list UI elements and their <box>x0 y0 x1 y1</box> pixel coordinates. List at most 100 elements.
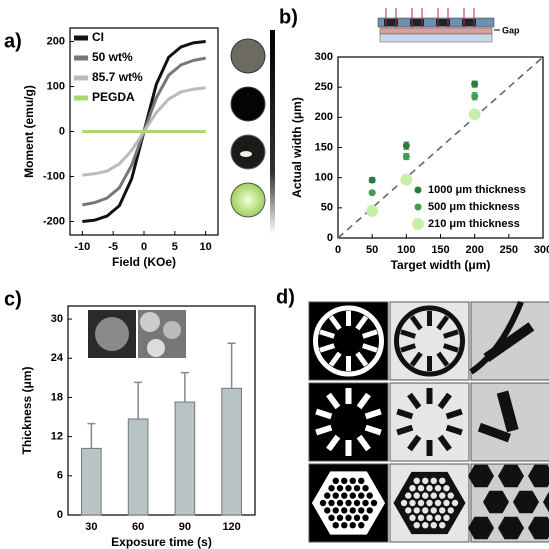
y-axis-label: Moment (emu/g) <box>22 85 36 178</box>
hole <box>353 499 361 507</box>
hole <box>366 507 373 514</box>
hole <box>409 514 416 521</box>
hole <box>353 485 361 492</box>
point <box>368 176 376 184</box>
ring <box>394 305 465 377</box>
point <box>471 92 479 100</box>
hexagon <box>498 464 524 488</box>
hole <box>413 477 420 484</box>
hole <box>336 499 344 507</box>
bar-shape <box>396 424 414 436</box>
y-tick-label: 300 <box>315 51 333 63</box>
spoke <box>442 343 459 353</box>
point <box>468 108 481 121</box>
x-axis-label: Field (KOe) <box>112 255 176 269</box>
x-tick-label: 100 <box>397 244 415 256</box>
x-tick-label: 10 <box>200 241 212 253</box>
bar-shape <box>364 424 382 436</box>
bar-shape <box>445 408 463 420</box>
hexagon <box>468 516 494 540</box>
bar-shape <box>496 390 519 433</box>
bar-shape <box>407 392 422 410</box>
bar <box>221 387 242 516</box>
bar-shape <box>364 408 382 420</box>
bar-shape <box>396 408 414 420</box>
spoke <box>409 315 423 331</box>
bar-shape <box>315 408 333 420</box>
hole <box>345 499 352 507</box>
hole <box>336 514 344 521</box>
bar-shape <box>437 392 452 410</box>
point <box>400 173 413 186</box>
identity-line <box>337 56 544 239</box>
legend-marker <box>414 186 422 194</box>
x-tick-label: 250 <box>500 244 518 256</box>
hole <box>409 485 416 492</box>
x-tick-label: 200 <box>465 244 483 256</box>
hole <box>422 492 429 499</box>
spoke <box>361 329 378 339</box>
spoke <box>483 322 535 363</box>
legend-label: 1000 μm thickness <box>428 184 526 196</box>
x-tick-label: 30 <box>85 521 97 533</box>
y-tick-label: 200 <box>315 111 333 123</box>
legend-label: PEGDA <box>92 90 135 104</box>
point <box>402 153 410 161</box>
legend-label: 85.7 wt% <box>92 70 143 84</box>
hole <box>434 514 442 521</box>
photo <box>230 182 266 218</box>
hole <box>422 507 429 514</box>
sem-image <box>95 317 129 351</box>
hole <box>426 499 433 507</box>
hole <box>332 492 339 499</box>
hole <box>332 522 339 529</box>
photo <box>230 38 266 74</box>
hole <box>434 485 442 492</box>
sem-image <box>163 321 181 339</box>
bar-shape <box>345 440 352 456</box>
ring <box>313 305 384 377</box>
hole <box>426 514 433 521</box>
inset-diagram <box>377 8 500 43</box>
spoke <box>346 356 351 371</box>
photo-spot <box>240 151 252 157</box>
legend-label: 50 wt% <box>92 50 133 64</box>
legend-label: 500 μm thickness <box>428 201 520 213</box>
hole <box>349 507 356 514</box>
y-tick-label: 30 <box>51 313 63 325</box>
bar-shape <box>326 392 341 410</box>
point <box>368 189 376 197</box>
hole <box>358 507 365 514</box>
y-tick-label: 18 <box>51 391 63 403</box>
hole <box>439 477 446 484</box>
x-tick-label: 5 <box>172 241 178 253</box>
x-tick-label: 60 <box>132 521 144 533</box>
hole <box>422 522 429 529</box>
point <box>402 142 410 150</box>
x-tick-label: 300 <box>534 244 549 256</box>
hole <box>362 514 369 521</box>
legend-label: 210 μm thickness <box>428 218 520 230</box>
point <box>471 80 479 88</box>
hexagon <box>498 516 524 540</box>
hole <box>328 499 335 507</box>
error-bar <box>134 381 143 419</box>
hole <box>366 492 373 499</box>
bar-shape <box>426 388 433 404</box>
hole <box>324 507 331 514</box>
x-tick-label: 150 <box>431 244 449 256</box>
hole <box>341 522 348 529</box>
hole <box>336 485 344 492</box>
y-tick-label: -200 <box>43 215 65 227</box>
hole <box>413 507 420 514</box>
y-axis-label: Actual width (μm) <box>290 97 304 198</box>
hole <box>400 499 408 507</box>
spoke <box>355 351 369 367</box>
hexagon <box>528 464 549 488</box>
hole <box>358 492 365 499</box>
y-tick-label: 150 <box>315 141 333 153</box>
photo <box>230 86 266 122</box>
hole <box>362 499 369 507</box>
hole <box>341 492 348 499</box>
hole <box>413 522 420 529</box>
